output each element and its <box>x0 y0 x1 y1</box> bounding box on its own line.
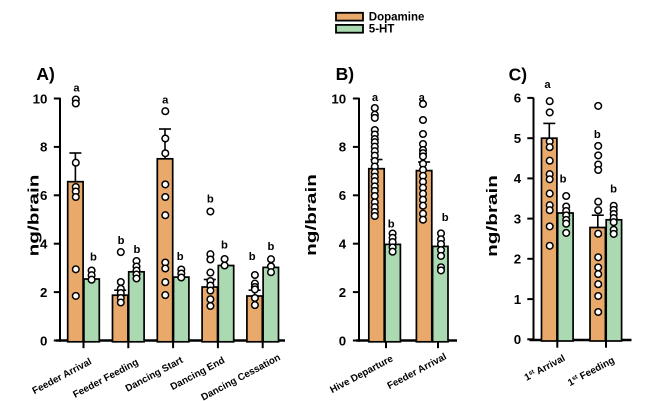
svg-text:8: 8 <box>40 140 47 155</box>
svg-text:4: 4 <box>40 237 48 252</box>
svg-text:6: 6 <box>339 188 346 203</box>
svg-text:6: 6 <box>40 188 47 203</box>
svg-text:b: b <box>594 129 601 141</box>
svg-text:b: b <box>90 251 97 263</box>
svg-text:2: 2 <box>514 252 521 267</box>
svg-text:ng/brain: ng/brain <box>26 175 42 257</box>
svg-text:A): A) <box>36 64 54 84</box>
svg-text:5: 5 <box>514 131 522 146</box>
svg-text:0: 0 <box>40 333 47 348</box>
svg-text:8: 8 <box>339 140 346 155</box>
svg-text:C): C) <box>509 64 527 84</box>
svg-text:b: b <box>560 173 567 185</box>
svg-text:b: b <box>442 212 449 224</box>
svg-text:ng/brain: ng/brain <box>303 174 319 256</box>
svg-text:b: b <box>388 218 395 230</box>
svg-text:b: b <box>118 235 125 247</box>
svg-text:0: 0 <box>339 333 346 348</box>
svg-text:b: b <box>610 184 617 196</box>
svg-text:3: 3 <box>514 211 521 226</box>
svg-text:a: a <box>162 94 169 106</box>
svg-text:b: b <box>249 251 256 263</box>
svg-text:a: a <box>372 92 379 104</box>
svg-text:b: b <box>267 241 274 253</box>
svg-text:2: 2 <box>40 285 47 300</box>
svg-text:0: 0 <box>514 332 521 347</box>
svg-text:a: a <box>419 92 426 104</box>
svg-text:2: 2 <box>339 285 346 300</box>
svg-text:4: 4 <box>514 171 522 186</box>
svg-text:a: a <box>544 79 551 91</box>
svg-text:ng/brain: ng/brain <box>484 175 500 257</box>
svg-text:Dopamine: Dopamine <box>369 12 425 24</box>
svg-text:6: 6 <box>514 91 521 106</box>
svg-text:B): B) <box>336 64 354 84</box>
svg-text:4: 4 <box>339 237 347 252</box>
svg-text:a: a <box>73 82 80 94</box>
svg-text:b: b <box>221 240 228 252</box>
svg-text:10: 10 <box>33 91 48 106</box>
svg-text:10: 10 <box>331 91 346 106</box>
svg-text:b: b <box>207 193 214 205</box>
svg-text:5-HT: 5-HT <box>369 24 395 36</box>
svg-text:1: 1 <box>514 292 522 307</box>
svg-text:b: b <box>133 244 140 256</box>
svg-text:b: b <box>177 251 184 263</box>
